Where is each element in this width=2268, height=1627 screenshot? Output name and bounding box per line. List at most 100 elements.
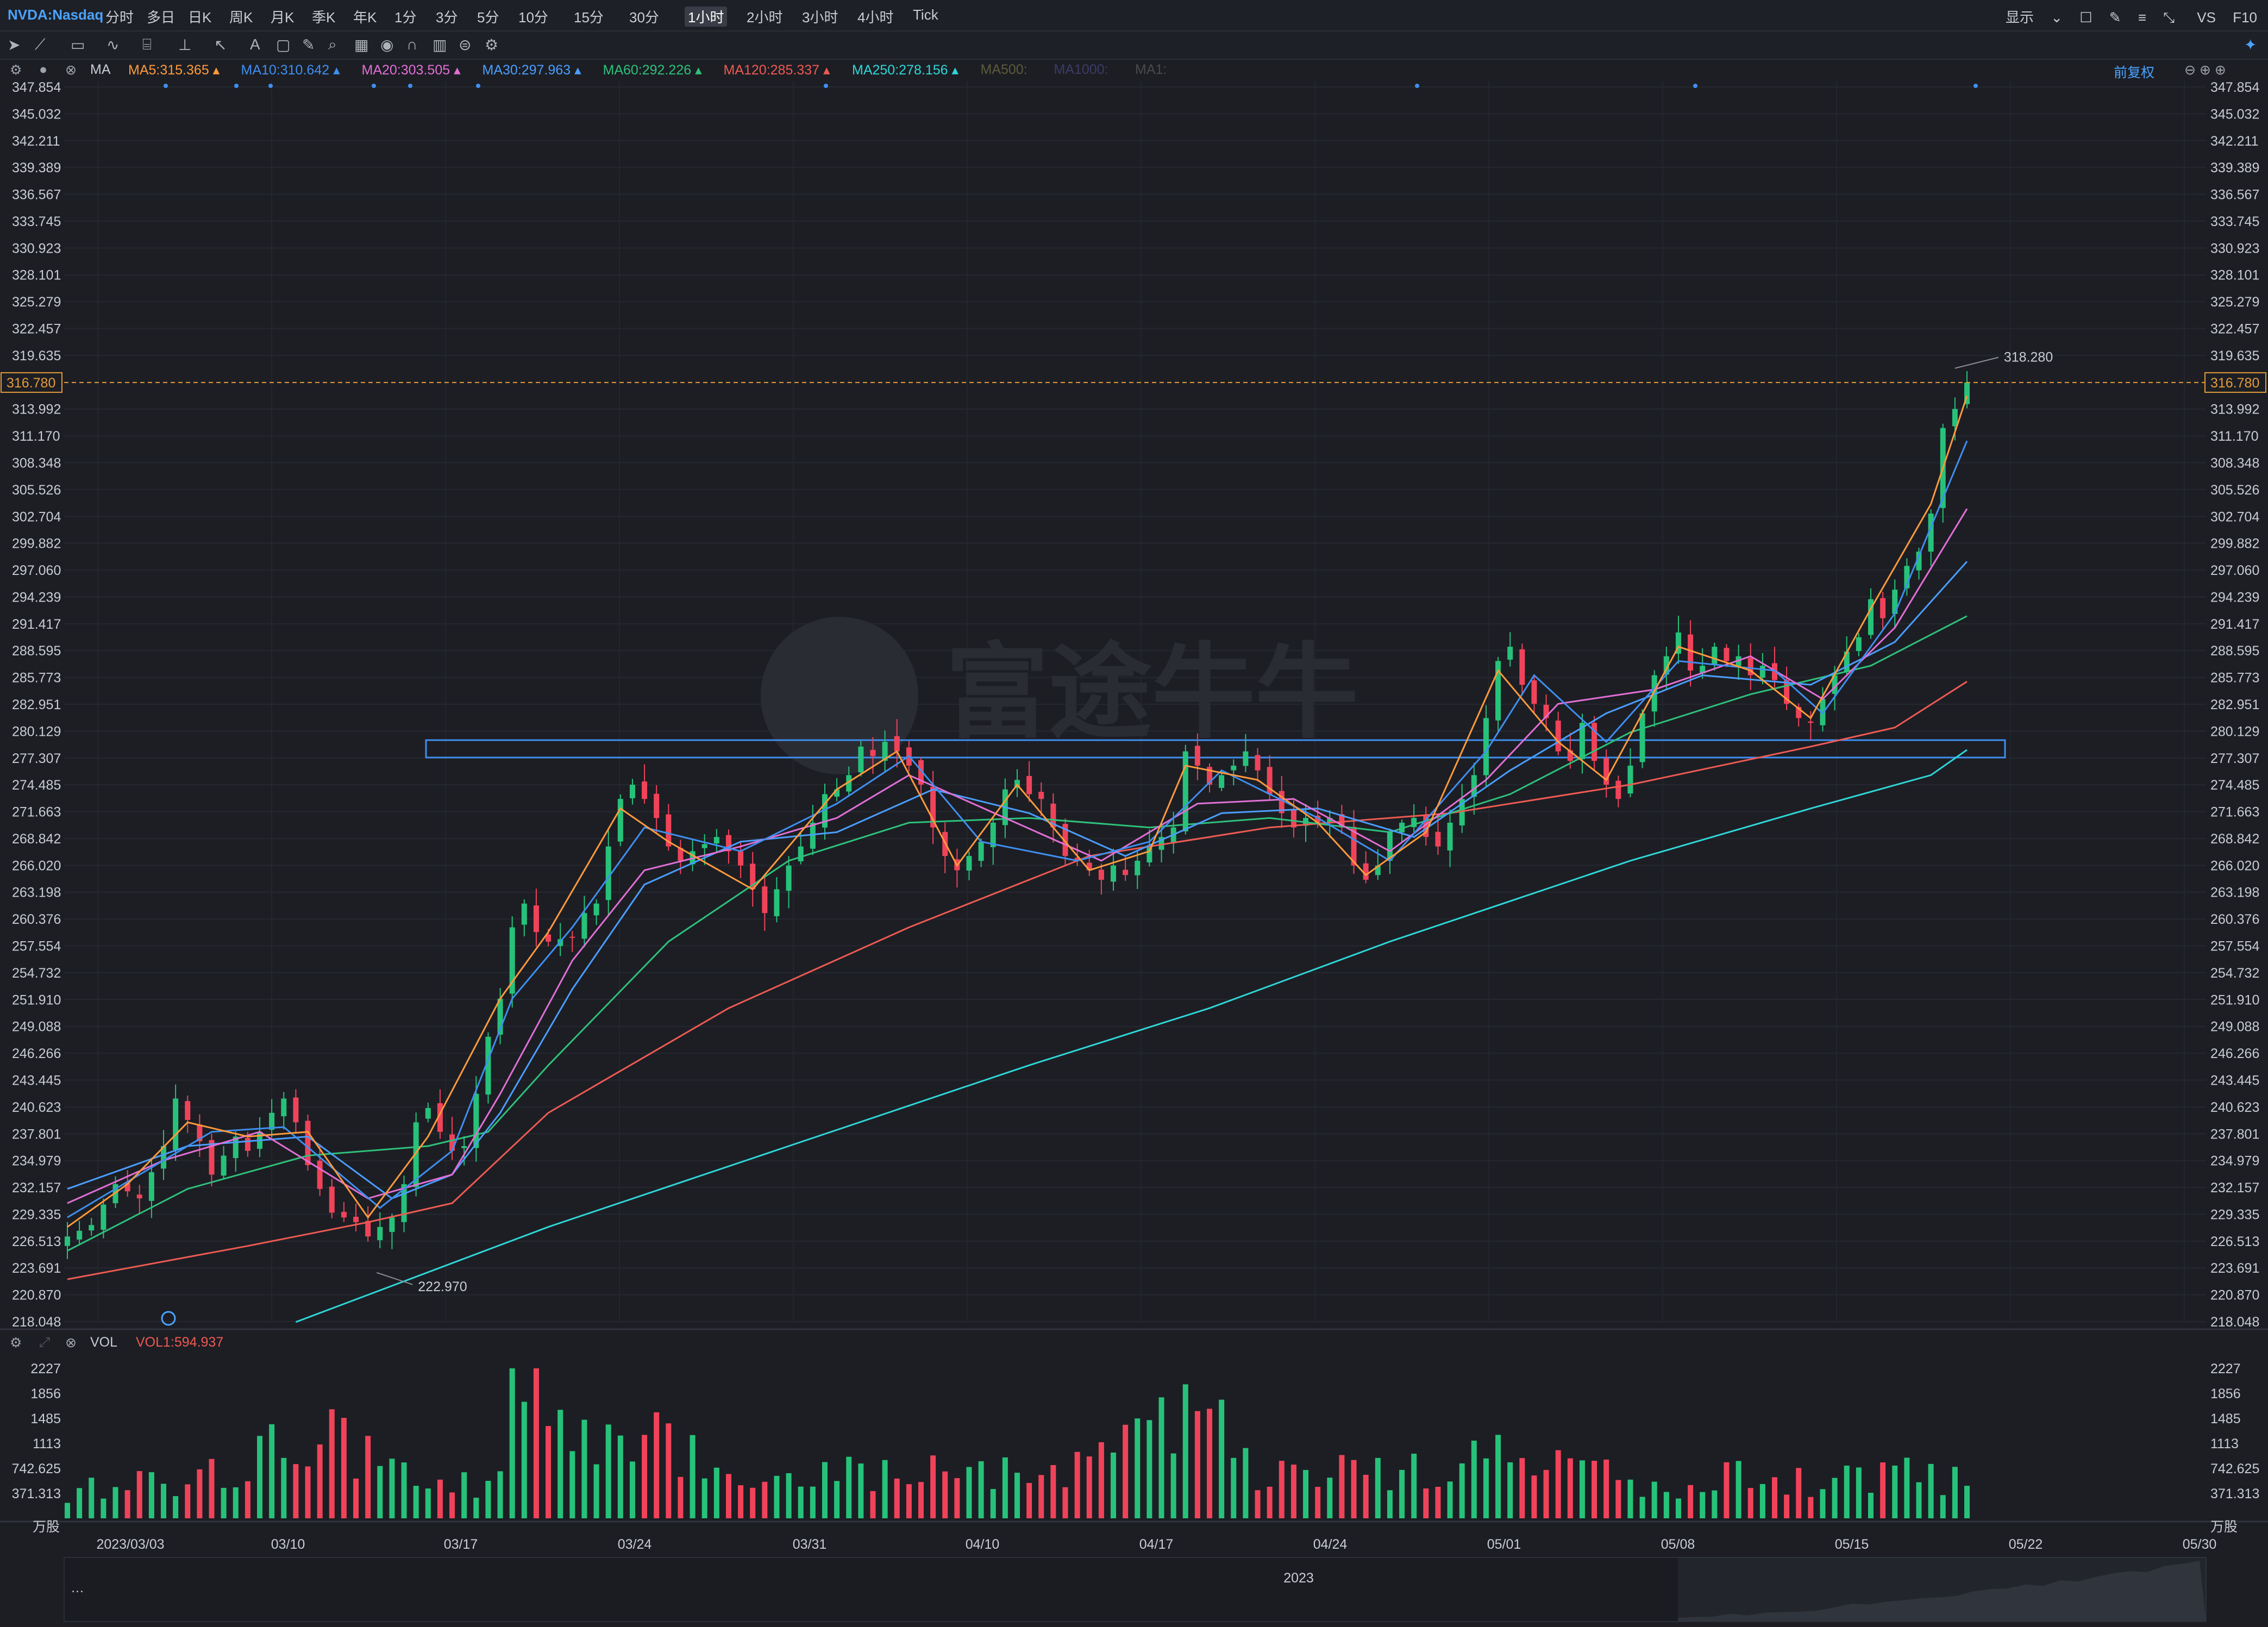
volume-bar-132 [1651, 1481, 1657, 1518]
vol-indicator-label[interactable]: VOL [90, 1335, 118, 1350]
trash-icon[interactable]: ▥ [433, 36, 447, 53]
event-dot-9[interactable] [1973, 84, 1978, 88]
candle-body-117 [1471, 775, 1477, 797]
annotations: 318.280 222.970 [161, 84, 2053, 1326]
timeframe-tab-17[interactable]: Tick [913, 7, 938, 23]
ma-value-8[interactable]: MA1000: [1054, 62, 1108, 77]
chevron-down-icon[interactable]: ⌄ [2051, 9, 2063, 26]
cursor-icon[interactable]: ➤ [8, 36, 21, 53]
event-dot-3[interactable] [372, 84, 376, 88]
timeframe-tab-2[interactable]: 日K [188, 9, 212, 26]
event-dot-7[interactable] [1415, 84, 1419, 88]
event-dot-4[interactable] [408, 84, 412, 88]
magnet-icon[interactable]: ∩ [406, 36, 418, 53]
comment-tool-icon[interactable]: ▢ [276, 36, 291, 53]
event-dot-6[interactable] [824, 84, 828, 88]
ticker-label[interactable]: NVDA:Nasdaq [8, 7, 104, 23]
arrow-tool-icon[interactable]: ↖ [214, 36, 227, 53]
adjust-mode[interactable]: 前复权 [2114, 65, 2155, 80]
resistance-zone-box[interactable] [425, 739, 2006, 759]
event-dot-0[interactable] [164, 84, 168, 88]
pen-icon[interactable]: ✎ [2109, 9, 2121, 26]
event-dot-8[interactable] [1693, 84, 1697, 88]
close-icon[interactable]: ⊗ [65, 62, 77, 78]
right-price-tick-37: 240.623 [2210, 1100, 2259, 1115]
line-tool-icon[interactable]: ⟋ [35, 36, 46, 53]
timeframe-tab-6[interactable]: 年K [353, 9, 377, 26]
navigator-window[interactable] [1678, 1557, 2206, 1622]
text-tool-icon[interactable]: A [250, 36, 260, 53]
volume-bar-44 [593, 1464, 599, 1518]
gear-icon[interactable]: ⚙ [10, 1335, 22, 1350]
ma-value-0[interactable]: MA5:315.365 ▴ [128, 62, 220, 78]
brush-tool-icon[interactable]: ✎ [302, 36, 315, 53]
list-icon[interactable]: ≡ [2138, 9, 2146, 26]
measure-tool-icon[interactable]: ⊥ [178, 36, 192, 53]
pin-icon[interactable]: ✦ [2244, 36, 2257, 53]
timeframe-tab-15[interactable]: 3小时 [802, 9, 838, 26]
eye-icon[interactable]: ◉ [380, 36, 394, 53]
navigator[interactable]: 2023… [64, 1557, 2207, 1622]
event-dot-2[interactable] [268, 84, 273, 88]
candle-body-16 [257, 1131, 263, 1149]
f10-button[interactable]: F10 [2233, 9, 2257, 26]
window-controls[interactable]: ⊖ ⊕ ⊕ [2184, 62, 2226, 78]
timeframe-tab-16[interactable]: 4小时 [857, 9, 894, 26]
event-icon[interactable] [161, 1311, 176, 1326]
right-price-tick-13: 308.348 [2210, 455, 2259, 471]
timeframe-tab-12[interactable]: 30分 [629, 9, 659, 26]
timeframe-tab-9[interactable]: 5分 [477, 9, 499, 26]
eye-icon[interactable]: ● [39, 62, 48, 77]
navigator-more-icon[interactable]: … [71, 1580, 84, 1595]
rect-tool-icon[interactable]: ▭ [71, 36, 85, 53]
timeframe-tab-14[interactable]: 2小时 [747, 9, 783, 26]
fib-tool-icon[interactable]: ⌸ [142, 36, 152, 53]
ma-value-1[interactable]: MA10:310.642 ▴ [241, 62, 340, 78]
expand-icon[interactable]: ⤡ [2163, 9, 2175, 26]
close-icon[interactable]: ⊗ [65, 1335, 77, 1350]
zoom-icon[interactable]: ⌕ [328, 36, 337, 53]
ma-value-2[interactable]: MA20:303.505 ▴ [361, 62, 461, 78]
candle-body-32 [449, 1134, 455, 1151]
vs-button[interactable]: VS [2197, 9, 2216, 26]
ma-value-3[interactable]: MA30:297.963 ▴ [482, 62, 581, 78]
display-menu[interactable]: 显示 [2005, 9, 2034, 26]
window-icon[interactable]: ☐ [2079, 9, 2092, 26]
volume-bar-112 [1411, 1454, 1417, 1518]
timeframe-tab-4[interactable]: 月K [271, 9, 295, 26]
expand-icon[interactable]: ⤢ [39, 1335, 51, 1350]
ma-value-9[interactable]: MA1: [1135, 62, 1167, 77]
event-dot-1[interactable] [234, 84, 239, 88]
volume-bar-139 [1736, 1461, 1741, 1518]
candle-body-34 [473, 1093, 479, 1148]
timeframe-tab-10[interactable]: 10分 [518, 9, 548, 26]
timeframe-tab-0[interactable]: 分时 [105, 9, 134, 26]
timeframe-tab-5[interactable]: 季K [312, 9, 336, 26]
volume-bar-86 [1098, 1442, 1104, 1518]
gear-icon[interactable]: ⚙ [10, 62, 22, 78]
ma-value-6[interactable]: MA250:278.156 ▴ [852, 62, 959, 78]
left-price-tick-34: 249.088 [12, 1019, 61, 1035]
x-label-11: 05/22 [2009, 1537, 2043, 1552]
ma-indicator-label[interactable]: MA [90, 62, 111, 77]
navigator-track[interactable] [64, 1557, 2207, 1622]
volume-bar-36 [497, 1471, 503, 1518]
timeframe-tab-13[interactable]: 1小时 [685, 7, 728, 27]
volume-bar-94 [1194, 1411, 1200, 1518]
gear-icon[interactable]: ⚙ [485, 36, 499, 53]
timeframe-tab-7[interactable]: 1分 [394, 9, 417, 26]
ma-value-5[interactable]: MA120:285.337 ▴ [723, 62, 830, 78]
timeframe-tab-11[interactable]: 15分 [574, 9, 604, 26]
volume-bar-48 [642, 1435, 648, 1518]
timeframe-tab-8[interactable]: 3分 [436, 9, 458, 26]
timeframe-tab-3[interactable]: 周K [229, 9, 253, 26]
layers-icon[interactable]: ⊜ [459, 36, 472, 53]
ma-value-7[interactable]: MA500: [980, 62, 1028, 77]
calendar-icon[interactable]: ▦ [354, 36, 369, 53]
ma-value-4[interactable]: MA60:292.226 ▴ [603, 62, 702, 78]
candle-body-60 [786, 865, 792, 891]
event-dot-5[interactable] [476, 84, 480, 88]
timeframe-tab-1[interactable]: 多日 [147, 9, 176, 26]
wave-tool-icon[interactable]: ∿ [106, 36, 120, 53]
